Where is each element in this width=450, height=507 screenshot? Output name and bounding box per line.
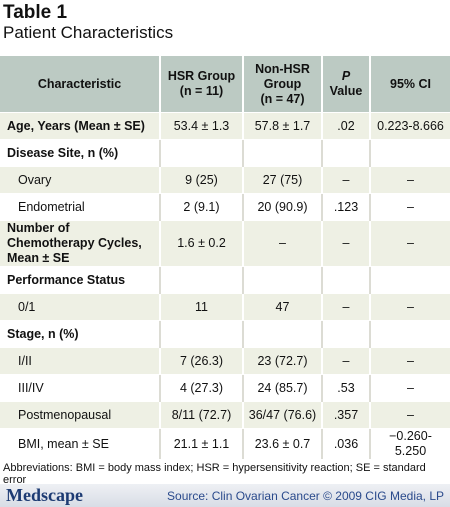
footnote: Abbreviations: BMI = body mass index; HS… [3, 462, 426, 486]
table-row: 0/1 11 47– – [0, 293, 450, 321]
table-row: Stage, n (%) [0, 320, 450, 348]
cell: – [321, 293, 370, 321]
cell: 9 (25) [159, 166, 243, 194]
empty-cell [321, 266, 370, 294]
table-row: III/IV 4 (27.3) 24 (85.7) .53– [0, 374, 450, 402]
subtitle: Patient Characteristics [3, 23, 174, 42]
header-line: HSR Group [167, 69, 236, 83]
footer-bar: Medscape Source: Clin Ovarian Cancer © 2… [0, 484, 450, 507]
cell: 0.223-8.666 [369, 112, 450, 140]
header-line: Group [263, 76, 302, 91]
header-row: Characteristic HSR Group (n = 11) Non-HSR Gr… [0, 56, 450, 113]
table-row: Performance Status [0, 266, 450, 294]
cell: .02 [321, 112, 370, 140]
title: Table 1 [3, 2, 68, 23]
cell: .123 [321, 193, 370, 221]
cell: 20 (90.9) [242, 193, 322, 221]
cell: 23 (72.7) [242, 347, 322, 375]
empty-cell [242, 266, 322, 294]
cell: 1.6 ± 0.2 [159, 220, 243, 267]
empty-cell [369, 139, 450, 167]
header-line: P [341, 69, 351, 83]
cell: .53 [321, 374, 370, 402]
header-line: (n = 47) [260, 91, 305, 106]
header-line: Characteristic [37, 76, 122, 91]
cell: .357 [321, 401, 370, 429]
section-label: Number of Chemotherapy Cycles, Mean ± SE [0, 220, 160, 267]
cell: – [321, 347, 370, 375]
cell: 36/47 (76.6) [242, 401, 322, 429]
empty-cell [321, 139, 370, 167]
table-row: Disease Site, n (%) [0, 139, 450, 167]
cell: – [369, 374, 450, 402]
empty-cell [369, 320, 450, 348]
cell: 27 (75) [242, 166, 322, 194]
cell: 21.1 ± 1.1 [159, 428, 243, 459]
logo: Medscape [6, 485, 83, 505]
cell: .036 [321, 428, 370, 459]
table-row: Number of Chemotherapy Cycles, Mean ± SE… [0, 220, 450, 267]
cell: – [369, 293, 450, 321]
header-line: Non-HSR [255, 61, 310, 76]
cell: – [369, 401, 450, 429]
cell: – [369, 193, 450, 221]
empty-cell [159, 320, 243, 348]
row-label: 0/1 [0, 293, 160, 321]
cell: 2 (9.1) [159, 193, 243, 221]
cell: 8/11 (72.7) [159, 401, 243, 429]
cell: 4 (27.3) [159, 374, 243, 402]
empty-cell [321, 320, 370, 348]
row-label: BMI, mean ± SE [0, 428, 160, 459]
row-label: Endometrial [0, 193, 160, 221]
header-line: Value [329, 84, 363, 98]
row-label: I/II [0, 347, 160, 375]
column-header: HSR Group (n = 11) [159, 56, 243, 113]
cell: 23.6 ± 0.7 [242, 428, 322, 459]
section-label: Age, Years (Mean ± SE) [0, 112, 160, 140]
cell: – [242, 220, 322, 267]
section-label: Stage, n (%) [0, 320, 160, 348]
table-row: Endometrial 2 (9.1) 20 (90.9) .123– [0, 193, 450, 221]
cell: – [321, 220, 370, 267]
header-line: (n = 11) [179, 84, 224, 98]
table-row: Postmenopausal 8/11 (72.7) 36/47 (76.6) .35… [0, 401, 450, 429]
table-row: Ovary 9 (25) 27 (75) – – [0, 166, 450, 194]
section-label: Performance Status [0, 266, 160, 294]
cell: 7 (26.3) [159, 347, 243, 375]
cell: 24 (85.7) [242, 374, 322, 402]
empty-cell [242, 320, 322, 348]
table-row: BMI, mean ± SE 21.1 ± 1.1 23.6 ± 0.7.036 −0… [0, 428, 450, 459]
column-header: Characteristic [0, 56, 160, 113]
column-header: P Value [321, 56, 370, 113]
cell: – [369, 166, 450, 194]
cell: – [369, 347, 450, 375]
row-label: III/IV [0, 374, 160, 402]
cell: −0.260-5.250 [369, 428, 450, 459]
cell: 53.4 ± 1.3 [159, 112, 243, 140]
empty-cell [159, 139, 243, 167]
cell: 57.8 ± 1.7 [242, 112, 322, 140]
source: Source: Clin Ovarian Cancer © 2009 CIG M… [167, 489, 444, 503]
table-row: I/II 7 (26.3) 23 (72.7) – – [0, 347, 450, 375]
table-body: Age, Years (Mean ± SE) 53.4 ± 1.3 57.8 ± 1… [0, 112, 450, 459]
empty-cell [159, 266, 243, 294]
row-label: Postmenopausal [0, 401, 160, 429]
row-label: Ovary [0, 166, 160, 194]
cell: – [321, 166, 370, 194]
cell: 11 [159, 293, 243, 321]
cell: 47 [242, 293, 322, 321]
cell: – [369, 220, 450, 267]
section-label: Disease Site, n (%) [0, 139, 160, 167]
empty-cell [369, 266, 450, 294]
table-row: Age, Years (Mean ± SE) 53.4 ± 1.3 57.8 ± 1… [0, 112, 450, 140]
header-line: 95% CI [390, 76, 431, 91]
empty-cell [242, 139, 322, 167]
column-header: 95% CI [369, 56, 450, 113]
column-header: Non-HSR Group (n = 47) [242, 56, 322, 113]
table: Characteristic HSR Group (n = 11) Non-HSR Gr… [0, 56, 450, 459]
